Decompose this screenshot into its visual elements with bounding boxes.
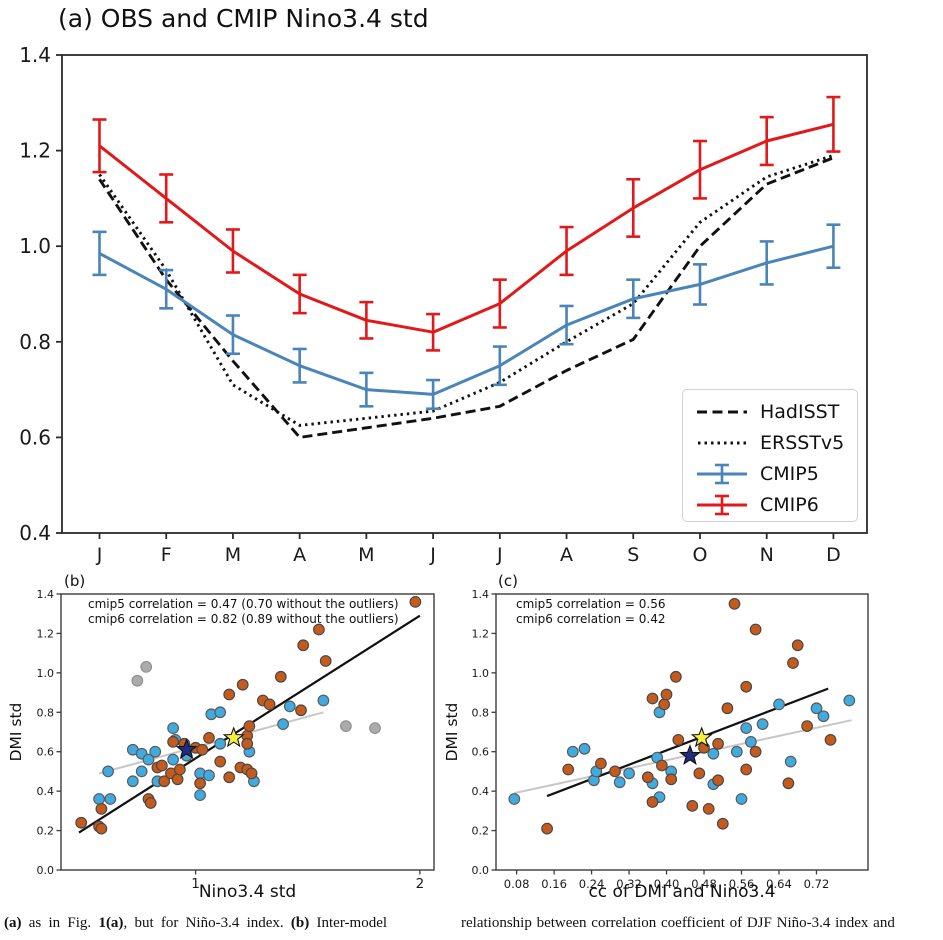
panel-a-legend: HadISST ERSSTv5 CMIP5 CMIP6 bbox=[682, 389, 858, 522]
panel-c-xtick-label: 0.16 bbox=[541, 877, 567, 891]
dotted-line-icon bbox=[698, 441, 747, 444]
panel-c-series-cmip5-mean bbox=[679, 744, 701, 765]
series-ersstv5 bbox=[98, 154, 834, 427]
panel-a-ytick-label: 0.8 bbox=[19, 330, 51, 354]
panel-b-ytick-label: 1.2 bbox=[37, 627, 55, 640]
panel-c-xtick-label: 0.56 bbox=[729, 877, 755, 891]
panel-a-title: (a) OBS and CMIP Nino3.4 std bbox=[58, 4, 429, 33]
legend-item-ersstv5: ERSSTv5 bbox=[695, 427, 857, 458]
series-hadisst bbox=[98, 156, 834, 439]
panel-a-xtick-label: J bbox=[96, 544, 103, 566]
panel-b-xtick-label: 2 bbox=[416, 876, 425, 892]
caption-right: relationship between correlation coeffic… bbox=[461, 915, 895, 931]
panel-c-annotation-1: cmip5 correlation = 0.56 bbox=[516, 597, 666, 611]
panel-b-series-cmip6-mean bbox=[222, 726, 245, 748]
panel-a-xtick-label: M bbox=[225, 544, 241, 566]
panel-a-xtick-label: S bbox=[627, 544, 639, 566]
errorbar-blue-icon bbox=[697, 463, 747, 484]
panel-a-ytick-label: 1.2 bbox=[19, 139, 51, 163]
panel-c-ytick-label: 0.2 bbox=[472, 825, 490, 838]
legend-item-cmip6: CMIP6 bbox=[695, 489, 857, 520]
caption-segment: Inter-model bbox=[309, 915, 388, 931]
panel-b-ylabel: DMI std bbox=[7, 702, 25, 762]
panel-a-xtick-label: A bbox=[560, 544, 573, 566]
legend-label: HadISST bbox=[760, 400, 840, 423]
panel-c-annotation-2: cmip6 correlation = 0.42 bbox=[516, 612, 666, 626]
panel-c-ytick-label: 0.4 bbox=[472, 785, 490, 798]
panel-a-xtick-label: J bbox=[496, 544, 503, 566]
panel-c-ytick-label: 0.0 bbox=[472, 864, 490, 877]
panel-a-ytick-label: 0.6 bbox=[19, 425, 51, 449]
caption-segment: (b) bbox=[290, 915, 310, 931]
panel-c-xtick-label: 0.64 bbox=[766, 877, 792, 891]
caption-segment: 1(a) bbox=[98, 915, 124, 931]
panel-b-series-cmip6 bbox=[75, 596, 422, 835]
panel-c-ytick-label: 1.0 bbox=[472, 667, 490, 680]
panel-c-xlabel: cc of DMI and Nino3.4 bbox=[588, 882, 776, 902]
panel-c-xtick-label: 0.24 bbox=[579, 877, 605, 891]
panel-a-xtick-label: F bbox=[161, 544, 172, 566]
panel-b-ytick-label: 0.8 bbox=[37, 706, 55, 719]
panel-c-ytick-label: 1.2 bbox=[472, 627, 490, 640]
panel-c-label: (c) bbox=[498, 572, 518, 590]
panel-c-xtick-label: 0.32 bbox=[616, 877, 642, 891]
caption-segment: as in Fig. bbox=[21, 915, 99, 931]
panel-a-ytick-label: 1.0 bbox=[19, 234, 51, 258]
errorbar-red-icon bbox=[697, 494, 747, 515]
panel-b-ytick-label: 0.0 bbox=[37, 864, 55, 877]
legend-label: CMIP5 bbox=[760, 462, 819, 485]
panel-a-xtick-label: O bbox=[692, 544, 707, 566]
panel-b-plot: 1 2 0.0 0.2 0.4 0.6 0.8 1.0 1.2 1.4 bbox=[37, 588, 435, 892]
legend-item-hadisst: HadISST bbox=[695, 396, 857, 427]
panel-a-xtick-label: N bbox=[760, 544, 774, 566]
caption-segment: (a) bbox=[4, 915, 22, 931]
panel-a-xtick-label: D bbox=[826, 544, 841, 566]
panel-c-xtick-label: 0.72 bbox=[804, 877, 830, 891]
legend-label: CMIP6 bbox=[760, 493, 819, 516]
panel-b-ytick-label: 0.2 bbox=[37, 825, 55, 838]
panel-c-cmip5-fit-line bbox=[514, 719, 852, 795]
caption-left: (a) as in Fig. 1(a), but for Niño-3.4 in… bbox=[4, 915, 436, 932]
panel-a-xtick-label: J bbox=[429, 544, 436, 566]
panel-c-ylabel: DMI std bbox=[443, 702, 461, 762]
panel-b-series-outliers bbox=[131, 661, 381, 734]
panel-a-plot: 1.4 1.2 1.0 0.8 0.6 0.4 J F M A M J J A S O N D bbox=[19, 43, 868, 566]
panel-b-xlabel: Nino3.4 std bbox=[198, 882, 297, 902]
panel-c-series-cmip6-mean bbox=[690, 726, 713, 748]
panel-b-ytick-label: 0.4 bbox=[37, 785, 55, 798]
series-cmip5 bbox=[92, 223, 841, 411]
panel-c-xtick-label: 0.40 bbox=[654, 877, 680, 891]
panel-a-ytick-label: 1.4 bbox=[19, 43, 51, 67]
panel-c-series-cmip6 bbox=[541, 598, 837, 835]
panel-b-xtick-label: 1 bbox=[191, 876, 200, 892]
panel-c-ytick-label: 0.8 bbox=[472, 706, 490, 719]
panel-b-series-cmip5-mean bbox=[175, 738, 198, 760]
panel-b-series-cmip5 bbox=[93, 694, 330, 805]
caption-segment: , but for Niño-3.4 index. bbox=[123, 915, 291, 931]
panel-c-series-cmip5 bbox=[508, 694, 856, 805]
panel-c-ytick-label: 0.6 bbox=[472, 746, 490, 759]
series-cmip6 bbox=[92, 95, 841, 352]
panel-b-annotation-1: cmip5 correlation = 0.47 (0.70 without t… bbox=[88, 597, 399, 611]
panel-b-annotation-2: cmip6 correlation = 0.82 (0.89 without t… bbox=[88, 612, 399, 626]
panel-b-ytick-label: 0.6 bbox=[37, 746, 55, 759]
panel-b-ytick-label: 1.0 bbox=[37, 667, 55, 680]
panel-b-ytick-label: 1.4 bbox=[37, 588, 55, 601]
panel-b-label: (b) bbox=[64, 572, 86, 590]
legend-label: ERSSTv5 bbox=[760, 431, 845, 454]
panel-a-xtick-label: M bbox=[358, 544, 374, 566]
legend-item-cmip5: CMIP5 bbox=[695, 458, 857, 489]
dashed-line-icon bbox=[697, 410, 747, 413]
panel-c-xtick-label: 0.08 bbox=[504, 877, 530, 891]
panel-c-plot: 0.08 0.16 0.24 0.32 0.40 0.48 0.56 0.64 0.72 0.0 0… bbox=[472, 588, 869, 891]
panel-c-ytick-label: 1.4 bbox=[472, 588, 490, 601]
panel-c-xtick-label: 0.48 bbox=[691, 877, 717, 891]
panel-a-ytick-label: 0.4 bbox=[19, 521, 51, 545]
panel-a-xtick-label: A bbox=[293, 544, 306, 566]
